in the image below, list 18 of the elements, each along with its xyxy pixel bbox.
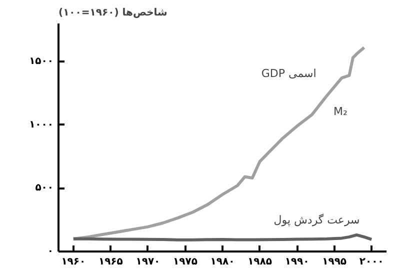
y-axis-title: شاخص‌ها (۱۹۶۰=۱۰۰) (58, 8, 168, 18)
x-tick-label: ۲۰۰۰ (359, 256, 384, 268)
x-tick-label: ۱۹۹۰ (284, 256, 310, 268)
x-tick-label: ۱۹۷۵ (173, 256, 198, 268)
x-tick-label: ۱۹۶۵ (98, 256, 123, 268)
y-tick-label: ۱۰۰۰ (29, 119, 54, 130)
y-tick-label: ۵۰۰ (35, 182, 54, 194)
y-tick-label: ۱۵۰۰ (29, 56, 54, 67)
series-label: سرعت گردش پول (274, 214, 360, 227)
line-series (72, 46, 366, 240)
annotation: M₂ (334, 105, 348, 118)
x-tick-label: ۱۹۶۰ (61, 256, 86, 268)
x-tick-label: ۱۹۷۰ (136, 256, 160, 268)
x-tick-label: ۱۹۹۵ (322, 256, 347, 268)
series-label: GDP اسمی (261, 67, 316, 80)
x-tick-label: ۱۹۸۵ (248, 256, 272, 268)
x-tick-label: ۱۹۸۰ (210, 256, 235, 268)
y-tick-label: ۰ (47, 246, 54, 257)
